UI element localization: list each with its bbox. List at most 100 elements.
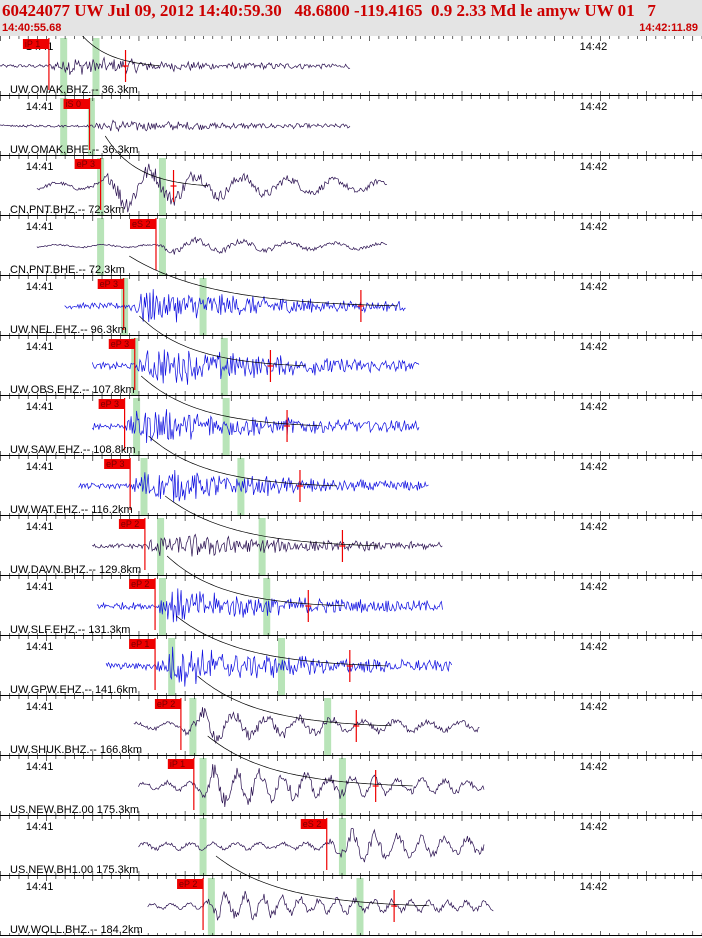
pick-window-band (121, 278, 129, 336)
time-tick-label: 14:42 (580, 881, 608, 893)
time-tick-label: 14:42 (580, 281, 608, 293)
trace-panel: 14:41 14:42 eP 3 UW.WAT.EHZ.-- 116.2km (0, 435, 702, 516)
waveform-trace (36, 236, 387, 255)
station-label: UW.SLF.EHZ.-- 131.3km (10, 624, 130, 636)
time-tick-label: 14:41 (26, 761, 54, 773)
pick-flag (177, 879, 204, 889)
time-tick-label: 14:41 (26, 581, 54, 593)
pick-window-band (189, 698, 197, 756)
pick-window-band (97, 218, 105, 276)
pick-window-band (199, 758, 207, 816)
waveform-trace (92, 533, 443, 557)
pick-label: eP 3 (77, 159, 95, 169)
coda-duration-curve (166, 555, 345, 607)
time-tick-label: 14:41 (26, 341, 54, 353)
event-title: 60424077 UW Jul 09, 2012 14:40:59.30 48.… (2, 1, 656, 20)
waveform-trace (133, 707, 480, 745)
time-tick-label: 14:42 (580, 641, 608, 653)
pick-window-band (87, 98, 95, 156)
station-label: UW.DAVN.BHZ.-- 129.8km (10, 564, 141, 576)
coda-duration-curve (215, 855, 430, 907)
time-tick-label: 14:41 (26, 641, 54, 653)
coda-duration-curve (140, 375, 322, 427)
trace-panel: 14:41 14:42 eP 2 UW.DAVN.BHZ.-- 129.8km (0, 495, 702, 576)
pick-flag (154, 699, 181, 709)
coda-duration-curve (139, 315, 306, 367)
pick-label: eP 2 (131, 579, 149, 589)
pick-flag (22, 39, 49, 49)
pick-flag (129, 639, 156, 649)
time-tick-label: 14:42 (580, 161, 608, 173)
time-tick-label: 14:41 (26, 101, 54, 113)
trace-panel: 14:41 14:42 eP 3 UW.OBS.EHZ.-- 107.8km (0, 315, 702, 396)
coda-duration-curve (164, 495, 379, 547)
pick-window-band (324, 698, 332, 756)
trace-panel: 14:41 14:42 iP 1 US.NEW.BHZ.00 175.3km (0, 735, 702, 816)
pick-flag (300, 819, 327, 829)
coda-duration-curve (176, 615, 387, 667)
pick-flag (98, 399, 125, 409)
waveform-trace (0, 119, 351, 133)
time-tick-label: 14:42 (580, 341, 608, 353)
pick-flag (63, 99, 90, 109)
station-label: CN.PNT.BHZ.-- 72.3km (10, 204, 124, 216)
pick-window-band (356, 878, 364, 936)
pick-window-band (60, 38, 68, 96)
station-label: UW.SAW.EHZ.-- 108.8km (10, 444, 136, 456)
trace-panel: 14:41 14:42 eP 1 UW.GPW.EHZ.-- 141.6km (0, 615, 702, 696)
time-tick-label: 14:41 (26, 701, 54, 713)
coda-duration-curve (197, 675, 392, 727)
waveform-trace (91, 349, 420, 385)
pick-window-band (207, 878, 215, 936)
coda-duration-curve (129, 255, 398, 307)
time-tick-label: 14:42 (580, 221, 608, 233)
time-tick-label: 14:41 (26, 401, 54, 413)
pick-window-band (158, 578, 166, 636)
time-tick-label: 14:41 (26, 521, 54, 533)
pick-window-band (199, 278, 207, 336)
waveform-trace (36, 163, 388, 213)
pick-flag (118, 519, 145, 529)
trace-panel: 14:41 14:42 eP 2 UW.SLF.EHZ.-- 131.3km (0, 555, 702, 636)
pick-label: eP 2 (121, 519, 139, 529)
pick-label: eS 2 (303, 819, 322, 829)
window-start-time: 14:40:55.68 (2, 22, 62, 34)
pick-label: iS 0 (66, 99, 82, 109)
pick-flag (129, 219, 156, 229)
time-tick-label: 14:42 (580, 401, 608, 413)
trace-panel: 14:41 14:42 eP 3 CN.PNT.BHZ.-- 72.3km (0, 135, 702, 216)
pick-window-band (220, 338, 228, 396)
pick-label: eS 2 (132, 219, 151, 229)
station-label: UW.WAT.EHZ.-- 116.2km (10, 504, 133, 516)
station-label: UW.OMAK.BHE.-- 36.3km (10, 144, 138, 156)
pick-flag (129, 579, 156, 589)
time-tick-label: 14:41 (26, 881, 54, 893)
time-tick-label: 14:42 (580, 41, 608, 53)
station-label: UW.WOLL.BHZ.-- 184.2km (10, 924, 143, 936)
waveform-trace (92, 409, 420, 444)
waveform-trace (64, 289, 406, 323)
station-label: UW.NEL.EHZ.-- 96.3km (10, 324, 127, 336)
station-label: UW.OMAK.BHZ.-- 36.3km (10, 84, 138, 96)
event-header: 60424077 UW Jul 09, 2012 14:40:59.30 48.… (0, 0, 702, 36)
pick-window-band (60, 98, 68, 156)
time-tick-label: 14:42 (580, 761, 608, 773)
coda-duration-curve (104, 135, 208, 187)
station-label: UW.SHUK.BHZ.-- 166.8km (10, 744, 142, 756)
waveform-trace (0, 56, 351, 75)
pick-window-band (258, 518, 266, 576)
time-tick-label: 14:42 (580, 581, 608, 593)
pick-flag (97, 279, 124, 289)
time-tick-label: 14:42 (580, 521, 608, 533)
station-label: US.NEW.BHZ.00 175.3km (10, 804, 139, 816)
pick-window-band (338, 818, 346, 876)
time-tick-label: 14:41 (26, 821, 54, 833)
trace-panel: 14:41 14:42 eP 2 UW.WOLL.BHZ.-- 184.2km (0, 855, 702, 936)
waveform-trace (105, 646, 453, 687)
coda-duration-curve (207, 735, 413, 787)
time-tick-label: 14:42 (580, 701, 608, 713)
window-end-time: 14:42:11.89 (639, 22, 698, 34)
pick-flag (104, 459, 131, 469)
